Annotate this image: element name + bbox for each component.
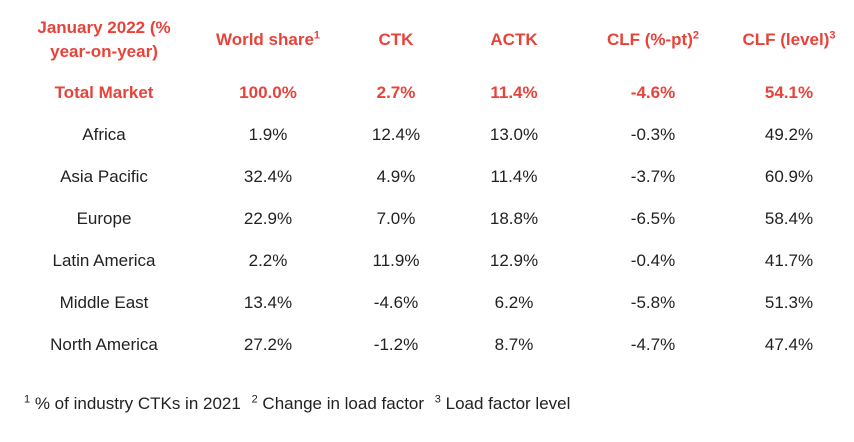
header-period: January 2022 (% year-on-year) <box>10 8 198 72</box>
table-cell: -4.7% <box>630 335 676 354</box>
header-clf-pt-sup: 2 <box>692 29 700 42</box>
header-ctk-label: CTK <box>378 30 414 49</box>
header-world-share: World share1 <box>198 8 338 72</box>
table-cell: -1.2% <box>373 335 419 354</box>
table-row: Africa 1.9% 12.4% 13.0% -0.3% 49.2% <box>10 114 846 156</box>
table-cell: North America <box>50 335 158 354</box>
header-clf-pt-label: CLF (%-pt) <box>606 30 693 49</box>
table-cell: 47.4% <box>764 335 814 354</box>
header-clf-level-sup: 3 <box>829 29 836 42</box>
table-cell: 18.8% <box>489 209 539 228</box>
footnote-2-text: Change in load factor <box>257 394 425 413</box>
header-clf-pt: CLF (%-pt)2 <box>574 8 732 72</box>
header-world-share-sup: 1 <box>313 29 321 42</box>
table-cell: 60.9% <box>764 167 814 186</box>
footnote-2-sup: 2 <box>251 393 258 406</box>
table-cell: Total Market <box>54 83 154 102</box>
table-cell: -4.6% <box>373 293 419 312</box>
table-cell: 58.4% <box>764 209 814 228</box>
table-cell: 11.4% <box>490 167 538 186</box>
table-cell: -5.8% <box>630 293 676 312</box>
table-cell: 13.0% <box>489 125 539 144</box>
table-cell: -4.6% <box>630 83 676 102</box>
table-cell: 22.9% <box>243 209 293 228</box>
header-world-share-label: World share <box>215 30 314 49</box>
table-cell: Latin America <box>52 251 156 270</box>
header-ctk: CTK <box>338 8 454 72</box>
footnote-3: 3 Load factor level <box>435 394 571 413</box>
table-cell: 54.1% <box>764 83 814 102</box>
table-cell: 1.9% <box>248 125 288 144</box>
table-row: Asia Pacific 32.4% 4.9% 11.4% -3.7% 60.9… <box>10 156 846 198</box>
table-cell: 4.9% <box>376 167 416 186</box>
header-row: January 2022 (% year-on-year) World shar… <box>10 8 846 72</box>
table-cell: 11.9% <box>372 251 420 270</box>
table-cell: -3.7% <box>630 167 676 186</box>
table-row-total-market: Total Market 100.0% 2.7% 11.4% -4.6% 54.… <box>10 72 846 114</box>
table-cell: 7.0% <box>376 209 416 228</box>
table-cell: 2.2% <box>248 251 288 270</box>
table-cell: 100.0% <box>239 83 297 102</box>
footnote-1-text: % of industry CTKs in 2021 <box>30 394 241 413</box>
table-cell: 11.4% <box>490 83 538 102</box>
table-cell: Asia Pacific <box>60 167 148 186</box>
table-row: Latin America 2.2% 11.9% 12.9% -0.4% 41.… <box>10 240 846 282</box>
table-cell: 2.7% <box>376 83 416 102</box>
table-cell: Africa <box>82 125 126 144</box>
footnote-2: 2 Change in load factor <box>252 394 424 413</box>
table-cell: 49.2% <box>764 125 814 144</box>
table-cell: 13.4% <box>243 293 293 312</box>
table-row: Middle East 13.4% -4.6% 6.2% -5.8% 51.3% <box>10 282 846 324</box>
footnote-1: 1 % of industry CTKs in 2021 <box>24 394 241 413</box>
table-cell: 12.9% <box>489 251 539 270</box>
header-period-label: January 2022 (% year-on-year) <box>37 18 171 61</box>
table-row: North America 27.2% -1.2% 8.7% -4.7% 47.… <box>10 324 846 366</box>
footnote-1-sup: 1 <box>24 393 31 406</box>
table-cell: Europe <box>76 209 132 228</box>
header-clf-level-label: CLF (level) <box>742 30 830 49</box>
table-cell: -6.5% <box>630 209 676 228</box>
table-cell: 8.7% <box>494 335 534 354</box>
footnote-3-text: Load factor level <box>440 394 571 413</box>
footnotes: 1 % of industry CTKs in 2021 2 Change in… <box>24 394 576 414</box>
data-table-container: January 2022 (% year-on-year) World shar… <box>10 8 846 366</box>
table-cell: 51.3% <box>764 293 814 312</box>
cargo-market-table: January 2022 (% year-on-year) World shar… <box>10 8 846 366</box>
table-cell: 6.2% <box>494 293 534 312</box>
table-row: Europe 22.9% 7.0% 18.8% -6.5% 58.4% <box>10 198 846 240</box>
table-cell: -0.4% <box>630 251 676 270</box>
footnote-3-sup: 3 <box>434 393 441 406</box>
table-cell: Middle East <box>59 293 149 312</box>
table-cell: 41.7% <box>764 251 814 270</box>
table-cell: 32.4% <box>243 167 293 186</box>
header-actk-label: ACTK <box>490 30 538 49</box>
header-clf-level: CLF (level)3 <box>732 8 846 72</box>
header-actk: ACTK <box>454 8 574 72</box>
table-cell: -0.3% <box>630 125 676 144</box>
table-cell: 12.4% <box>371 125 421 144</box>
table-cell: 27.2% <box>243 335 293 354</box>
